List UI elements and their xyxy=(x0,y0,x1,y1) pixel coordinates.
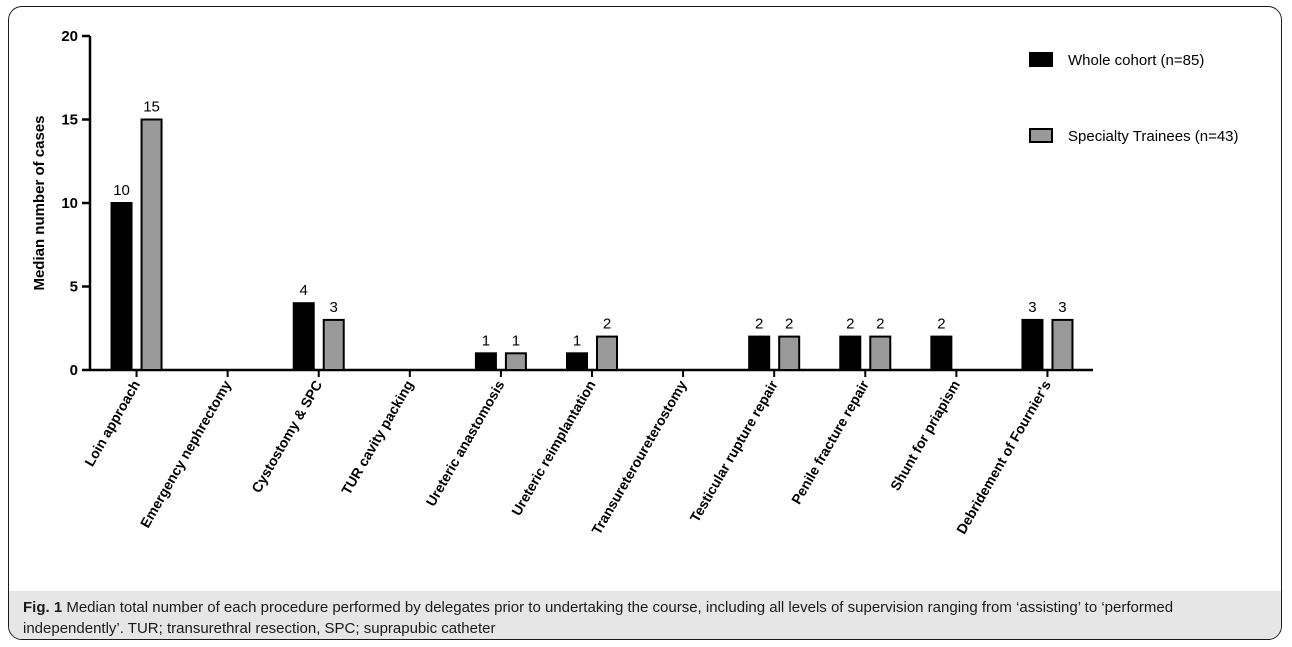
data-label: 2 xyxy=(937,316,945,333)
data-label: 1 xyxy=(573,332,581,349)
x-tick-label: Emergency nephrectomy xyxy=(137,377,235,530)
x-tick-label: Cystostomy & SPC xyxy=(248,378,325,496)
data-label: 3 xyxy=(1058,299,1066,316)
data-label: 3 xyxy=(330,299,338,316)
legend-swatch-whole-cohort xyxy=(1029,52,1053,67)
caption-text: Median total number of each procedure pe… xyxy=(23,599,1174,637)
bar-whole-cohort xyxy=(1021,318,1044,371)
y-axis-title: Median number of cases xyxy=(31,115,48,290)
x-tick-label: Penile fracture repair xyxy=(788,377,872,507)
y-tick-label: 20 xyxy=(61,28,78,45)
data-label: 3 xyxy=(1028,299,1036,316)
bar-whole-cohort xyxy=(930,335,953,372)
y-tick-label: 5 xyxy=(70,279,78,296)
x-tick-label: Ureteric anastomosis xyxy=(422,377,507,509)
bar-specialty-trainees xyxy=(1051,318,1074,371)
bar-specialty-trainees xyxy=(504,352,527,371)
bar-specialty-trainees xyxy=(778,335,801,372)
data-label: 2 xyxy=(785,316,793,333)
y-tick-label: 0 xyxy=(70,362,78,379)
bar-whole-cohort xyxy=(566,352,588,371)
bar-specialty-trainees xyxy=(869,335,892,372)
legend-label: Whole cohort (n=85) xyxy=(1068,52,1204,69)
legend-label: Specialty Trainees (n=43) xyxy=(1068,128,1239,145)
x-tick-label: TUR cavity packing xyxy=(338,378,416,498)
x-tick-label: Testicular rupture repair xyxy=(687,377,782,525)
bar-whole-cohort xyxy=(292,302,315,372)
data-label: 2 xyxy=(755,316,763,333)
legend-swatch-specialty-trainees xyxy=(1029,128,1053,143)
bar-whole-cohort xyxy=(110,202,133,371)
bar-whole-cohort xyxy=(748,335,771,372)
bar-specialty-trainees xyxy=(596,335,618,372)
data-label: 10 xyxy=(113,182,130,199)
bar-whole-cohort xyxy=(474,352,497,371)
data-label: 2 xyxy=(876,316,884,333)
data-label: 1 xyxy=(512,332,520,349)
data-label: 15 xyxy=(143,99,160,116)
data-label: 2 xyxy=(846,316,854,333)
data-label: 4 xyxy=(300,282,308,299)
x-tick-label: Shunt for priapism xyxy=(887,378,963,494)
bar-whole-cohort xyxy=(839,335,862,372)
x-tick-label: Ureteric reimplantation xyxy=(508,378,598,519)
x-tick-label: Debridement of Fournier's xyxy=(953,377,1054,536)
bar-specialty-trainees xyxy=(322,318,345,371)
caption-label: Fig. 1 xyxy=(23,599,63,616)
data-label: 2 xyxy=(603,316,611,333)
x-tick-label: Transureteroureterostomy xyxy=(588,377,689,537)
bar-specialty-trainees xyxy=(140,118,163,371)
x-tick-label: Loin approach xyxy=(81,378,143,470)
y-tick-label: 10 xyxy=(61,195,78,212)
data-label: 1 xyxy=(482,332,490,349)
y-tick-label: 15 xyxy=(61,112,78,129)
figure-caption: Fig. 1 Median total number of each proce… xyxy=(9,591,1281,639)
